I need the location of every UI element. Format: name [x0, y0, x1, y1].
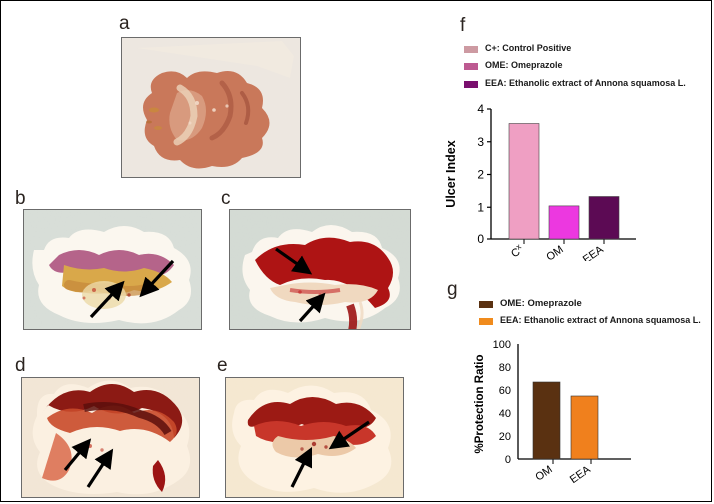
svg-text:20: 20 [499, 431, 511, 443]
svg-text:3: 3 [477, 135, 484, 149]
svg-text:Cx: Cx [508, 242, 526, 261]
svg-text:OM: OM [544, 244, 565, 261]
svg-text:4: 4 [477, 102, 484, 116]
svg-text:Ulcer Index: Ulcer Index [444, 140, 458, 207]
svg-text:%Protection Ratio: %Protection Ratio [474, 354, 486, 453]
svg-text:EEA: EEA [568, 463, 593, 486]
svg-text:0: 0 [477, 232, 484, 246]
svg-text:EEA: EEA [581, 243, 606, 261]
svg-text:2: 2 [477, 168, 484, 182]
svg-text:OM: OM [533, 464, 554, 484]
svg-text:100: 100 [493, 339, 511, 351]
svg-text:60: 60 [499, 385, 511, 397]
svg-text:1: 1 [477, 200, 484, 214]
svg-text:0: 0 [505, 454, 511, 466]
svg-text:80: 80 [499, 362, 511, 374]
svg-text:40: 40 [499, 408, 511, 420]
